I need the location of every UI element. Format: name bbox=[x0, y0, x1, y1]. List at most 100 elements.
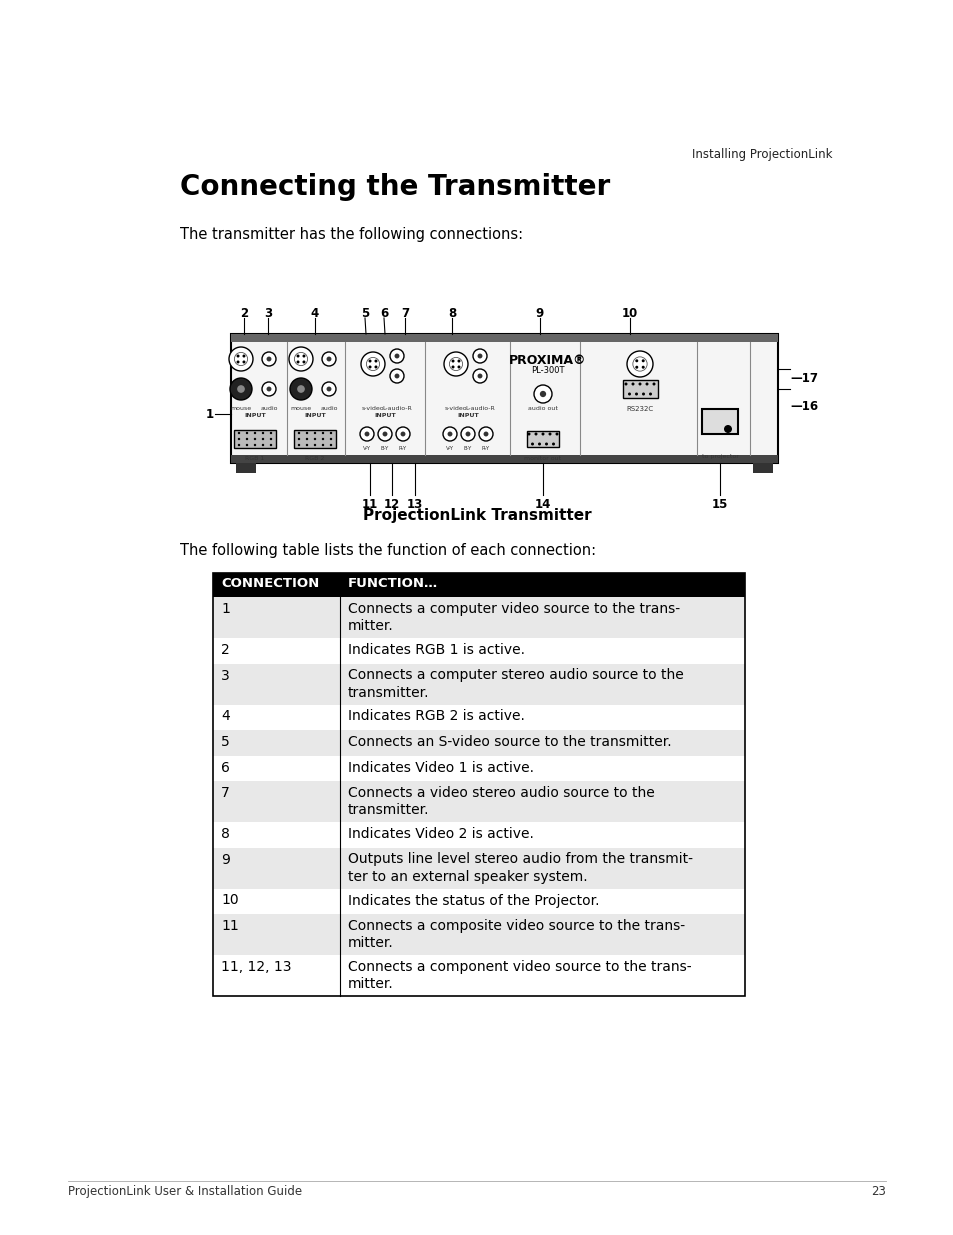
Circle shape bbox=[261, 443, 264, 446]
Circle shape bbox=[395, 427, 410, 441]
Bar bbox=[231, 454, 778, 463]
Text: Connects a component video source to the trans-
mitter.: Connects a component video source to the… bbox=[348, 960, 691, 992]
Bar bbox=[622, 380, 658, 398]
Text: 2: 2 bbox=[221, 643, 230, 657]
Text: 5: 5 bbox=[360, 308, 369, 320]
Text: to projector: to projector bbox=[700, 454, 738, 459]
Text: Connects a computer video source to the trans-
mitter.: Connects a computer video source to the … bbox=[348, 601, 679, 634]
Circle shape bbox=[236, 354, 239, 357]
Circle shape bbox=[321, 437, 324, 440]
Circle shape bbox=[645, 383, 648, 385]
Circle shape bbox=[552, 442, 555, 446]
Circle shape bbox=[541, 432, 544, 436]
Text: 13: 13 bbox=[406, 498, 423, 511]
Circle shape bbox=[314, 443, 315, 446]
Bar bbox=[213, 704, 744, 730]
Circle shape bbox=[253, 432, 256, 435]
Circle shape bbox=[229, 347, 253, 370]
Circle shape bbox=[270, 432, 272, 435]
Bar bbox=[213, 756, 744, 781]
Text: s-video: s-video bbox=[361, 406, 384, 411]
Circle shape bbox=[641, 359, 644, 362]
Circle shape bbox=[451, 366, 454, 368]
Circle shape bbox=[253, 437, 256, 440]
Text: s-video: s-video bbox=[444, 406, 467, 411]
Circle shape bbox=[473, 350, 486, 363]
Text: B-Y: B-Y bbox=[463, 446, 472, 451]
Text: The transmitter has the following connections:: The transmitter has the following connec… bbox=[180, 227, 522, 242]
Text: RGB 2: RGB 2 bbox=[305, 456, 324, 461]
Circle shape bbox=[297, 437, 300, 440]
Circle shape bbox=[395, 373, 399, 378]
Circle shape bbox=[632, 357, 646, 372]
Circle shape bbox=[321, 443, 324, 446]
Circle shape bbox=[261, 437, 264, 440]
Circle shape bbox=[246, 443, 248, 446]
Bar bbox=[213, 781, 744, 823]
Text: V-Y: V-Y bbox=[446, 446, 454, 451]
Circle shape bbox=[266, 387, 272, 391]
Circle shape bbox=[443, 352, 468, 375]
Text: 8: 8 bbox=[221, 827, 230, 841]
Text: 15: 15 bbox=[711, 498, 727, 511]
Circle shape bbox=[326, 357, 331, 362]
Text: V-Y: V-Y bbox=[363, 446, 371, 451]
Circle shape bbox=[314, 432, 315, 435]
Circle shape bbox=[242, 361, 245, 363]
Text: 11: 11 bbox=[221, 919, 238, 932]
Circle shape bbox=[465, 431, 470, 436]
Text: Connects a composite video source to the trans-
mitter.: Connects a composite video source to the… bbox=[348, 919, 684, 950]
Bar bbox=[213, 847, 744, 888]
Text: 6: 6 bbox=[221, 761, 230, 774]
Text: INPUT: INPUT bbox=[244, 412, 266, 417]
Circle shape bbox=[395, 353, 399, 358]
Text: 3: 3 bbox=[264, 308, 272, 320]
Text: 1: 1 bbox=[206, 408, 213, 420]
Circle shape bbox=[544, 442, 547, 446]
Text: 5: 5 bbox=[221, 735, 230, 748]
Circle shape bbox=[638, 383, 640, 385]
Circle shape bbox=[330, 432, 332, 435]
Circle shape bbox=[262, 352, 275, 366]
Text: audio: audio bbox=[320, 406, 337, 411]
Circle shape bbox=[400, 431, 405, 436]
Circle shape bbox=[641, 393, 644, 395]
Circle shape bbox=[635, 366, 638, 369]
Text: Outputs line level stereo audio from the transmit-
ter to an external speaker sy: Outputs line level stereo audio from the… bbox=[348, 852, 692, 884]
Circle shape bbox=[262, 382, 275, 396]
Circle shape bbox=[270, 443, 272, 446]
Text: 23: 23 bbox=[870, 1186, 885, 1198]
Circle shape bbox=[246, 432, 248, 435]
Circle shape bbox=[326, 387, 331, 391]
Circle shape bbox=[539, 390, 545, 398]
Text: Indicates the status of the Projector.: Indicates the status of the Projector. bbox=[348, 893, 598, 908]
Text: 3: 3 bbox=[221, 668, 230, 683]
Circle shape bbox=[297, 443, 300, 446]
Text: L-audio-R: L-audio-R bbox=[382, 406, 412, 411]
Text: mouse: mouse bbox=[231, 406, 252, 411]
Circle shape bbox=[360, 352, 385, 375]
Circle shape bbox=[306, 437, 308, 440]
Text: 7: 7 bbox=[221, 785, 230, 800]
Circle shape bbox=[449, 357, 462, 370]
Circle shape bbox=[483, 431, 488, 436]
Circle shape bbox=[294, 352, 307, 366]
Text: 11, 12, 13: 11, 12, 13 bbox=[221, 960, 292, 974]
Circle shape bbox=[368, 359, 371, 363]
Circle shape bbox=[473, 369, 486, 383]
Circle shape bbox=[330, 443, 332, 446]
Bar bbox=[526, 431, 558, 447]
Circle shape bbox=[330, 437, 332, 440]
Text: RGB 1: RGB 1 bbox=[245, 456, 264, 461]
Circle shape bbox=[296, 354, 299, 357]
Circle shape bbox=[246, 437, 248, 440]
Circle shape bbox=[297, 432, 300, 435]
Bar bbox=[231, 333, 778, 342]
Circle shape bbox=[624, 383, 627, 385]
Circle shape bbox=[531, 442, 534, 446]
Text: 4: 4 bbox=[221, 709, 230, 724]
Text: R-Y: R-Y bbox=[481, 446, 490, 451]
Text: 7: 7 bbox=[400, 308, 409, 320]
Circle shape bbox=[237, 432, 240, 435]
Circle shape bbox=[366, 357, 379, 370]
